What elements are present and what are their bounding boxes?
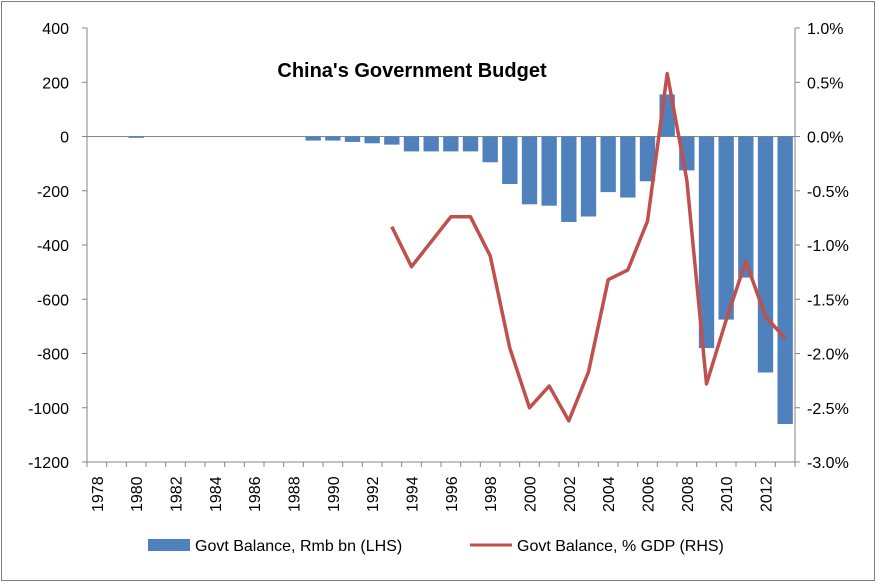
left-tick-label: 0: [60, 130, 69, 147]
right-tick-label: -3.0%: [807, 455, 849, 472]
right-tick-label: 0.5%: [807, 75, 843, 92]
x-tick-label: 2012: [759, 476, 776, 512]
bar: [443, 137, 458, 152]
right-tick-label: -2.0%: [807, 347, 849, 364]
plot-area: 4002000-200-400-600-800-1000-12001.0%0.5…: [28, 21, 849, 512]
right-tick-label: -1.0%: [807, 238, 849, 255]
bar: [581, 137, 596, 217]
bar: [482, 137, 497, 163]
bar: [777, 137, 792, 425]
bar: [463, 137, 478, 152]
bar: [502, 137, 517, 184]
bar: [305, 137, 320, 141]
x-tick-label: 1980: [129, 476, 146, 512]
left-tick-label: 200: [42, 75, 69, 92]
chart-title: China's Government Budget: [277, 60, 547, 82]
bar: [758, 137, 773, 373]
legend-label-bar: Govt Balance, Rmb bn (LHS): [195, 538, 402, 555]
legend-label-line: Govt Balance, % GDP (RHS): [517, 538, 724, 555]
x-tick-label: 1994: [405, 476, 422, 512]
bar: [128, 137, 143, 138]
left-tick-label: -200: [37, 184, 69, 201]
bar: [384, 137, 399, 145]
left-tick-label: 400: [42, 21, 69, 38]
right-tick-label: 0.0%: [807, 130, 843, 147]
x-tick-label: 1984: [208, 476, 225, 512]
bar: [718, 137, 733, 320]
x-tick-label: 2006: [641, 476, 658, 512]
bar: [325, 137, 340, 141]
bar: [541, 137, 556, 206]
x-tick-label: 2002: [562, 476, 579, 512]
bar: [364, 137, 379, 144]
x-tick-label: 1986: [247, 476, 264, 512]
right-tick-label: -1.5%: [807, 292, 849, 309]
x-tick-label: 1982: [169, 476, 186, 512]
bar: [423, 137, 438, 152]
x-tick-label: 2008: [680, 476, 697, 512]
legend: Govt Balance, Rmb bn (LHS) Govt Balance,…: [148, 538, 724, 555]
legend-swatch-bar: [148, 539, 190, 551]
bar: [600, 137, 615, 193]
bar: [561, 137, 576, 222]
x-tick-label: 1990: [326, 476, 343, 512]
x-tick-label: 2000: [523, 476, 540, 512]
x-tick-label: 1978: [90, 476, 107, 512]
bar: [404, 137, 419, 152]
left-tick-label: -1200: [28, 455, 69, 472]
right-tick-label: -2.5%: [807, 401, 849, 418]
left-tick-label: -800: [37, 347, 69, 364]
x-tick-label: 2010: [719, 476, 736, 512]
bar: [522, 137, 537, 205]
bar: [738, 137, 753, 278]
x-tick-label: 1992: [365, 476, 382, 512]
bar: [345, 137, 360, 142]
x-tick-label: 1988: [287, 476, 304, 512]
left-tick-label: -1000: [28, 401, 69, 418]
x-tick-label: 2004: [601, 476, 618, 512]
x-tick-label: 1996: [444, 476, 461, 512]
x-tick-label: 1998: [483, 476, 500, 512]
right-tick-label: -0.5%: [807, 184, 849, 201]
left-tick-label: -600: [37, 292, 69, 309]
right-tick-label: 1.0%: [807, 21, 843, 38]
left-tick-label: -400: [37, 238, 69, 255]
bar: [620, 137, 635, 198]
